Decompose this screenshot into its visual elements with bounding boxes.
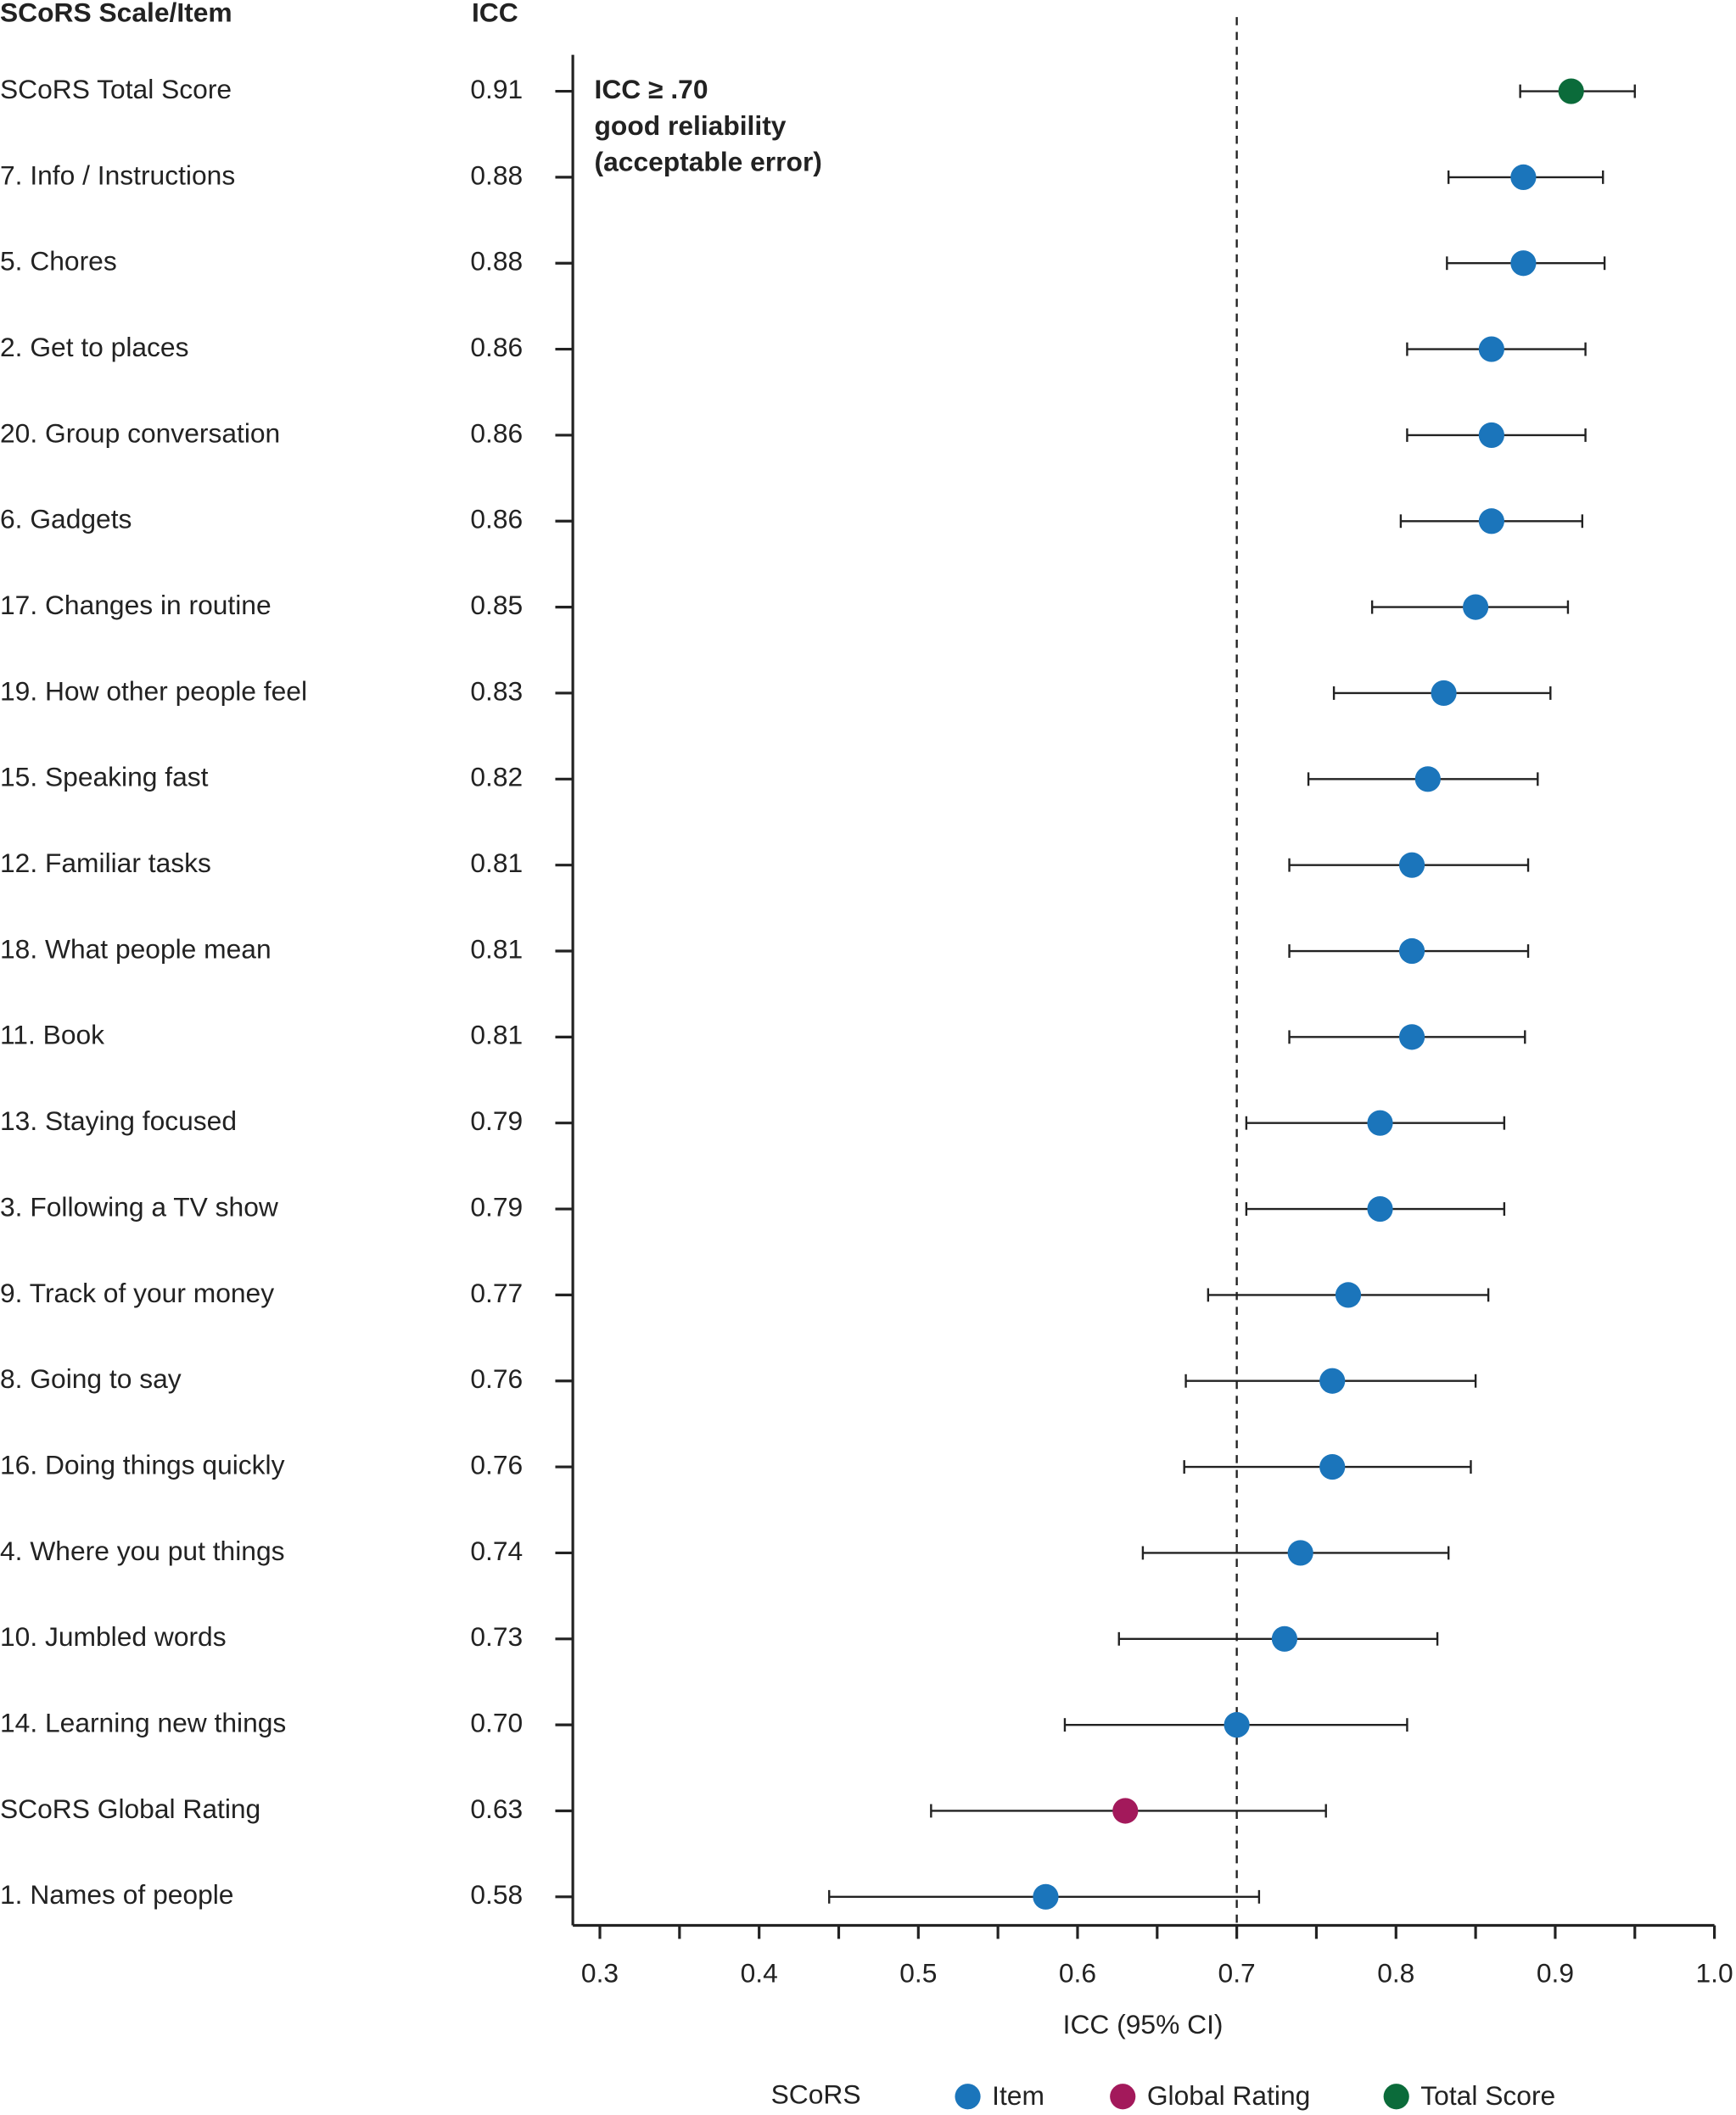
point bbox=[1414, 766, 1441, 792]
value-label: 0.81 bbox=[470, 848, 523, 878]
annotation: good reliability bbox=[595, 110, 787, 141]
point bbox=[1112, 1798, 1139, 1824]
point bbox=[1510, 250, 1537, 277]
row-label: SCoRS Total Score bbox=[0, 74, 232, 104]
point bbox=[1319, 1368, 1346, 1394]
row-label: 2. Get to places bbox=[0, 332, 188, 362]
point bbox=[1478, 422, 1504, 449]
value-label: 0.81 bbox=[470, 1020, 523, 1050]
value-label: 0.81 bbox=[470, 933, 523, 964]
x-tick-label: 0.5 bbox=[899, 1958, 937, 1989]
row-label: SCoRS Global Rating bbox=[0, 1793, 260, 1824]
column-header: ICC bbox=[472, 0, 518, 27]
row-label: 10. Jumbled words bbox=[0, 1621, 227, 1652]
value-label: 0.76 bbox=[470, 1449, 523, 1480]
value-label: 0.58 bbox=[470, 1879, 523, 1910]
x-tick-label: 0.6 bbox=[1059, 1958, 1096, 1989]
row-label: 3. Following a TV show bbox=[0, 1191, 279, 1222]
row-label: 15. Speaking fast bbox=[0, 762, 209, 792]
x-tick-label: 0.7 bbox=[1218, 1958, 1256, 1989]
value-label: 0.74 bbox=[470, 1536, 523, 1566]
value-label: 0.86 bbox=[470, 332, 523, 362]
point bbox=[1510, 164, 1537, 190]
value-label: 0.91 bbox=[470, 74, 523, 104]
value-label: 0.77 bbox=[470, 1278, 523, 1308]
point bbox=[1033, 1883, 1059, 1910]
x-axis-label: ICC (95% CI) bbox=[1063, 2009, 1224, 2039]
legend-label: Global Rating bbox=[1147, 2080, 1310, 2111]
row-label: 20. Group conversation bbox=[0, 417, 280, 448]
value-label: 0.73 bbox=[470, 1621, 523, 1652]
row-label: 9. Track of your money bbox=[0, 1278, 274, 1308]
row-label: 1. Names of people bbox=[0, 1879, 233, 1910]
value-label: 0.88 bbox=[470, 159, 523, 190]
row-label: 11. Book bbox=[0, 1020, 104, 1050]
point bbox=[1367, 1110, 1393, 1136]
x-tick-label: 0.3 bbox=[581, 1958, 619, 1989]
value-label: 0.70 bbox=[470, 1708, 523, 1738]
annotation: ICC ≥ .70 bbox=[595, 74, 708, 104]
x-tick-label: 0.8 bbox=[1377, 1958, 1414, 1989]
legend-label: Total Score bbox=[1420, 2080, 1555, 2111]
value-label: 0.76 bbox=[470, 1363, 523, 1394]
legend-marker bbox=[1110, 2084, 1136, 2110]
value-label: 0.82 bbox=[470, 762, 523, 792]
point bbox=[1367, 1195, 1393, 1223]
value-label: 0.85 bbox=[470, 590, 523, 620]
column-header: SCoRS Scale/Item bbox=[0, 0, 232, 27]
row-label: 12. Familiar tasks bbox=[0, 848, 211, 878]
point bbox=[1463, 594, 1489, 620]
value-label: 0.79 bbox=[470, 1191, 523, 1222]
row-label: 7. Info / Instructions bbox=[0, 159, 235, 190]
point bbox=[1319, 1453, 1346, 1480]
point bbox=[1558, 78, 1584, 104]
row-label: 13. Staying focused bbox=[0, 1105, 237, 1136]
point bbox=[1287, 1540, 1313, 1566]
value-label: 0.86 bbox=[470, 504, 523, 534]
row-label: 16. Doing things quickly bbox=[0, 1449, 285, 1480]
value-label: 0.63 bbox=[470, 1793, 523, 1824]
row-label: 19. How other people feel bbox=[0, 675, 307, 706]
point bbox=[1224, 1712, 1250, 1738]
row-label: 8. Going to say bbox=[0, 1363, 182, 1394]
value-label: 0.86 bbox=[470, 417, 523, 448]
row-label: 5. Chores bbox=[0, 246, 117, 277]
legend-marker bbox=[955, 2084, 981, 2110]
row-label: 6. Gadgets bbox=[0, 504, 132, 534]
point bbox=[1431, 680, 1457, 707]
row-label: 17. Changes in routine bbox=[0, 590, 272, 620]
point bbox=[1478, 336, 1504, 362]
row-label: 4. Where you put things bbox=[0, 1536, 285, 1566]
point bbox=[1335, 1282, 1362, 1308]
point bbox=[1478, 508, 1504, 534]
legend-marker bbox=[1383, 2084, 1409, 2110]
value-label: 0.88 bbox=[470, 246, 523, 277]
point bbox=[1398, 852, 1425, 878]
x-tick-label: 0.4 bbox=[741, 1958, 778, 1989]
legend-title: SCoRS bbox=[771, 2079, 861, 2110]
point bbox=[1271, 1625, 1298, 1652]
row-label: 14. Learning new things bbox=[0, 1708, 286, 1738]
point bbox=[1398, 1024, 1425, 1050]
value-label: 0.79 bbox=[470, 1105, 523, 1136]
legend-label: Item bbox=[992, 2080, 1044, 2111]
row-label: 18. What people mean bbox=[0, 933, 272, 964]
point bbox=[1398, 937, 1425, 965]
x-tick-label: 0.9 bbox=[1537, 1958, 1574, 1989]
value-label: 0.83 bbox=[470, 675, 523, 706]
annotation: (acceptable error) bbox=[595, 147, 822, 177]
x-tick-label: 1.0 bbox=[1695, 1958, 1733, 1989]
